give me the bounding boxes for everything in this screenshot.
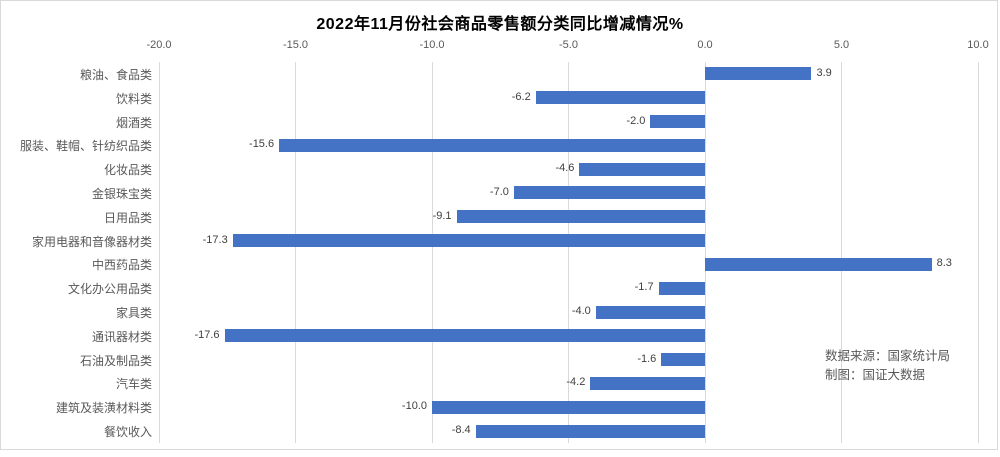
- category-label: 服装、鞋帽、针纺织品类: [19, 139, 152, 154]
- x-gridline: [158, 62, 160, 443]
- category-label: 粮油、食品类: [79, 67, 152, 82]
- x-tick-label: -10.0: [419, 39, 445, 51]
- x-tick-label: -20.0: [146, 39, 172, 51]
- category-label: 建筑及装潢材料类: [55, 401, 152, 416]
- bar: [224, 329, 705, 343]
- data-source-note: 数据来源：国家统计局 制图：国证大数据: [825, 347, 950, 385]
- x-gridline: [977, 62, 979, 443]
- bar: [705, 257, 932, 271]
- value-label: -9.1: [432, 209, 452, 222]
- bar: [590, 376, 705, 390]
- value-label: -4.6: [555, 162, 575, 175]
- x-tick-label: -15.0: [282, 39, 309, 51]
- value-label: -1.7: [634, 281, 654, 294]
- x-tick-label: -5.0: [559, 39, 578, 51]
- value-label: -17.6: [194, 328, 220, 341]
- category-label: 文化办公用品类: [67, 282, 152, 297]
- x-gridline: [841, 62, 842, 443]
- category-label: 中西药品类: [91, 258, 152, 273]
- bar: [579, 162, 705, 176]
- x-gridline: [568, 62, 569, 443]
- x-tick-label: 5.0: [833, 39, 850, 51]
- bar: [661, 353, 705, 367]
- bar: [232, 234, 705, 248]
- category-label: 金银珠宝类: [91, 186, 152, 201]
- bar: [432, 400, 705, 414]
- chart-credit-line: 制图：国证大数据: [825, 368, 926, 382]
- bar: [279, 138, 705, 152]
- value-label: -4.2: [566, 376, 586, 389]
- bar: [658, 281, 705, 295]
- category-label: 石油及制品类: [79, 353, 152, 368]
- category-label: 化妆品类: [103, 163, 152, 178]
- value-label: -10.0: [401, 400, 427, 413]
- data-source-line: 数据来源：国家统计局: [825, 349, 951, 363]
- category-label: 汽车类: [115, 377, 152, 392]
- bar: [535, 91, 705, 105]
- bar: [456, 210, 705, 224]
- x-gridline: [295, 62, 296, 443]
- category-label: 家用电器和音像器材类: [31, 234, 152, 249]
- bar: [595, 305, 705, 319]
- category-label: 日用品类: [103, 210, 152, 225]
- chart-title: 2022年11月份社会商品零售额分类同比增减情况%: [316, 16, 684, 33]
- category-label: 家具类: [115, 306, 152, 321]
- category-label: 烟酒类: [115, 115, 152, 130]
- value-label: 8.3: [936, 257, 952, 270]
- x-tick-label: 10.0: [967, 39, 989, 51]
- value-label: -1.6: [637, 352, 657, 365]
- value-label: -2.0: [626, 114, 646, 127]
- bar: [475, 424, 705, 438]
- value-label: -6.2: [511, 90, 531, 103]
- category-label: 饮料类: [115, 91, 152, 106]
- value-label: 3.9: [816, 66, 832, 79]
- value-label: -8.4: [451, 424, 471, 437]
- category-label: 餐饮收入: [103, 425, 152, 440]
- bar: [705, 67, 812, 81]
- bar: [650, 115, 705, 129]
- value-label: -4.0: [571, 305, 591, 318]
- value-label: -17.3: [202, 233, 228, 246]
- value-label: -7.0: [489, 185, 509, 198]
- category-label: 通讯器材类: [91, 329, 152, 344]
- value-label: -15.6: [249, 138, 275, 151]
- x-tick-label: 0.0: [697, 39, 713, 51]
- bar: [513, 186, 705, 200]
- x-gridline: [431, 62, 433, 443]
- x-gridline: [704, 62, 706, 443]
